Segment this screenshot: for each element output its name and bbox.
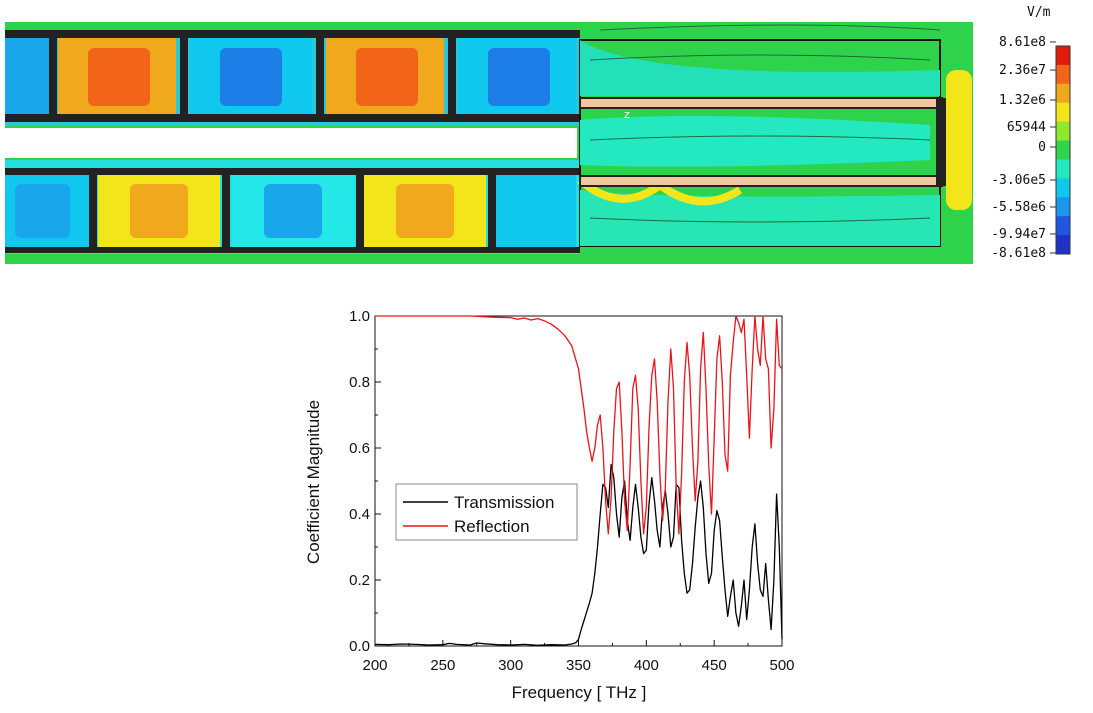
scale-segment — [1056, 83, 1070, 104]
series-line-transmission — [374, 463, 783, 646]
gap-strip — [5, 128, 577, 158]
scale-segment — [1056, 102, 1070, 123]
lower-waveguide — [5, 160, 580, 254]
scale-label: -8.61e8 — [991, 246, 1046, 261]
series-line-reflection — [375, 315, 783, 535]
scale-segment — [1056, 197, 1070, 217]
legend-label-transmission: Transmission — [454, 493, 554, 512]
coupling-region — [577, 24, 972, 247]
scale-label: -9.94e7 — [991, 227, 1046, 242]
scale-segment — [1056, 159, 1070, 179]
y-tick-label: 0.2 — [349, 572, 370, 589]
x-tick-label: 250 — [430, 657, 455, 674]
scale-outline — [1055, 45, 1071, 255]
scale-label: -3.06e5 — [991, 173, 1046, 188]
y-tick-label: 0.6 — [349, 440, 370, 457]
x-tick-label: 200 — [362, 657, 387, 674]
plot-series — [374, 315, 783, 646]
legend-label-reflection: Reflection — [454, 517, 530, 536]
y-tick-label: 1.0 — [349, 308, 370, 325]
scale-label: 8.61e8 — [999, 35, 1046, 50]
scale-segment — [1056, 140, 1070, 160]
scale-label: 65944 — [1007, 120, 1046, 135]
y-tick-label: 0.8 — [349, 374, 370, 391]
upper-cell-1 — [5, 38, 49, 114]
scale-label: 2.36e7 — [999, 63, 1046, 78]
field-distribution-map: z V/m 8.61e8 2.36e7 1.32e6 65944 0 -3.06e5 -5.… — [5, 5, 1071, 264]
legend-box — [395, 483, 578, 541]
x-tick-label: 300 — [498, 657, 523, 674]
lower-cell-5 — [496, 175, 576, 247]
legend: Transmission Reflection — [395, 483, 578, 541]
scale-segment — [1056, 216, 1070, 236]
plot-ticks: 200 250 300 350 400 450 500 0.0 0.2 0.4 0.6 0.8 1.0 — [349, 308, 794, 674]
scale-segment — [1056, 64, 1070, 85]
upper-waveguide — [5, 30, 580, 126]
scale-label: -5.58e6 — [991, 200, 1046, 215]
x-tick-label: 400 — [634, 657, 659, 674]
y-axis-label: Coefficient Magnitude — [304, 400, 323, 564]
y-tick-label: 0.4 — [349, 506, 370, 523]
scale-segment — [1056, 121, 1070, 142]
x-tick-label: 350 — [566, 657, 591, 674]
scale-segment — [1056, 178, 1070, 198]
x-tick-label: 450 — [702, 657, 727, 674]
axis-glyph: z — [624, 108, 630, 121]
scale-label: 1.32e6 — [999, 93, 1046, 108]
scale-segment — [1056, 235, 1070, 255]
field-scale-labels: 8.61e8 2.36e7 1.32e6 65944 0 -3.06e5 -5.58e6 -9… — [991, 35, 1056, 261]
scale-label: 0 — [1038, 140, 1046, 155]
field-color-scale — [1055, 45, 1071, 255]
scale-segment — [1056, 46, 1070, 66]
y-tick-label: 0.0 — [349, 638, 370, 655]
x-axis-label: Frequency [ THz ] — [512, 683, 647, 702]
coefficient-chart: 200 250 300 350 400 450 5000.00.20.40.60.81.0 … — [304, 308, 795, 702]
x-tick-label: 500 — [769, 657, 794, 674]
field-unit-label: V/m — [1027, 5, 1051, 20]
